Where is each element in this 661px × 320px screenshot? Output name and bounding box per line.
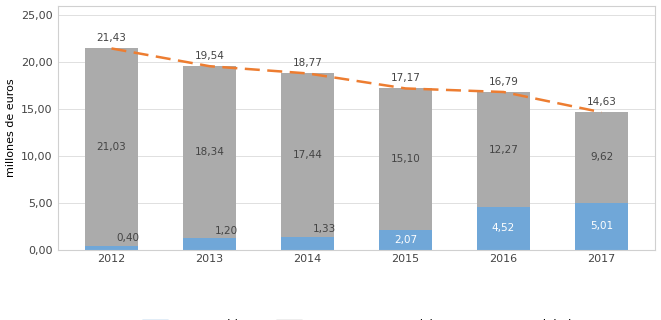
- Bar: [182, 66, 237, 238]
- Text: 0,40: 0,40: [116, 233, 139, 243]
- Text: 9,62: 9,62: [590, 152, 613, 163]
- Text: 1,20: 1,20: [214, 226, 237, 236]
- Bar: [85, 246, 138, 250]
- Text: 1,33: 1,33: [313, 224, 336, 234]
- Bar: [182, 238, 237, 250]
- Text: 14,63: 14,63: [586, 97, 617, 107]
- Bar: [379, 230, 432, 250]
- Bar: [477, 207, 531, 250]
- Bar: [477, 92, 531, 207]
- Bar: [280, 73, 334, 237]
- Text: 17,17: 17,17: [391, 73, 420, 83]
- Text: 5,01: 5,01: [590, 221, 613, 231]
- Y-axis label: millones de euros: millones de euros: [5, 78, 16, 177]
- Legend: CNSU Cabinas, CNSU zonas y servicios, CNSU Global: CNSU Cabinas, CNSU zonas y servicios, CN…: [137, 314, 576, 320]
- Bar: [85, 48, 138, 246]
- Bar: [574, 203, 629, 250]
- Text: 15,10: 15,10: [391, 154, 420, 164]
- Text: 18,34: 18,34: [194, 147, 225, 157]
- Text: 21,03: 21,03: [97, 142, 126, 152]
- Text: 12,27: 12,27: [488, 145, 518, 155]
- Bar: [574, 112, 629, 203]
- Text: 18,77: 18,77: [293, 58, 323, 68]
- Bar: [379, 88, 432, 230]
- Text: 2,07: 2,07: [394, 235, 417, 245]
- Text: 4,52: 4,52: [492, 223, 515, 233]
- Text: 16,79: 16,79: [488, 77, 518, 87]
- Bar: [280, 237, 334, 250]
- Text: 19,54: 19,54: [194, 51, 225, 61]
- Text: 17,44: 17,44: [293, 150, 323, 160]
- Text: 21,43: 21,43: [97, 33, 126, 43]
